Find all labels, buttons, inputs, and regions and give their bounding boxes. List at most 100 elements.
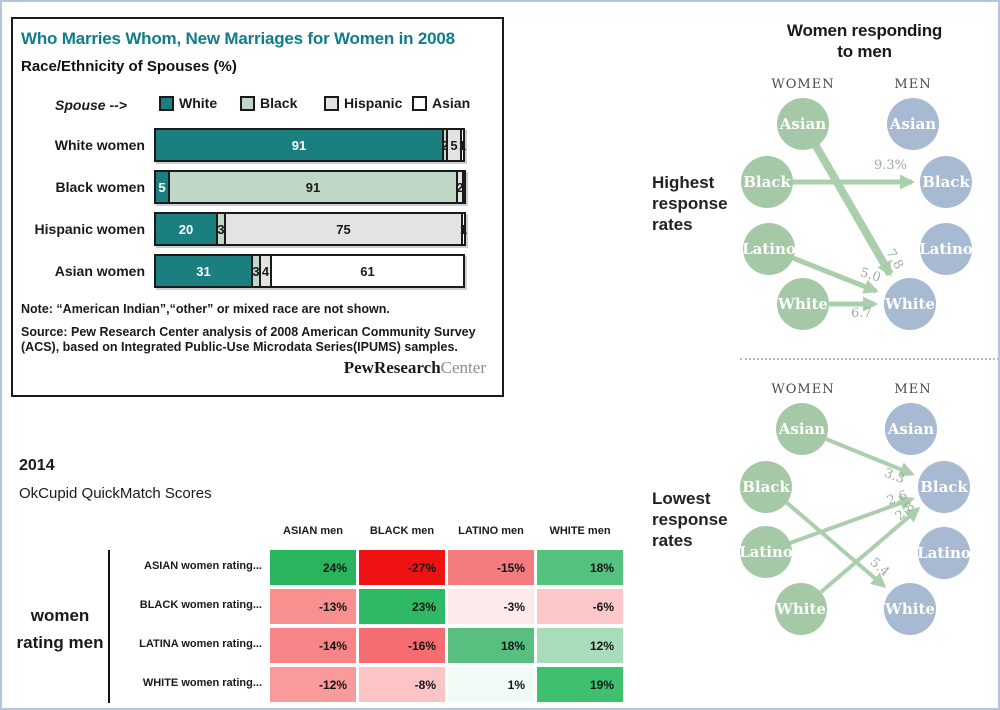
okcupid-title: OkCupid QuickMatch Scores: [19, 485, 212, 502]
edge-label-asian-black: 3.3: [881, 465, 907, 488]
network-main-title: Women responding to men: [786, 21, 943, 61]
highest-response-label: Highest response rates: [652, 173, 728, 234]
node-women-asian: Asian: [776, 403, 828, 455]
pew-chart-subtitle: Race/Ethnicity of Spouses (%): [21, 58, 237, 75]
bar-segment: 91: [154, 128, 444, 162]
bar-category-label: Asian women: [54, 263, 145, 279]
pew-research-center-logo: PewResearchCenter: [344, 358, 486, 378]
row-label-asian-women: ASIAN women rating...: [144, 560, 262, 572]
heatmap-cell: -8%: [359, 667, 445, 702]
heatmap-cell: -16%: [359, 628, 445, 663]
legend-swatch-black: [240, 95, 255, 111]
col-header-latino-men: LATINO men: [458, 525, 524, 537]
heatmap-cell: 23%: [359, 589, 445, 624]
bar-category-label: Black women: [55, 179, 145, 195]
node-women-white: White: [775, 583, 827, 635]
logo-bold-part: PewResearch: [343, 358, 441, 377]
edge-label-black-black: 9.3%: [874, 158, 908, 173]
heatmap-cell: -6%: [537, 589, 623, 624]
row-label-white-women: WHITE women rating...: [142, 677, 262, 689]
bar-segment: 31: [154, 254, 253, 288]
legend-prefix: Spouse -->: [55, 97, 127, 113]
col-header-asian-men: ASIAN men: [283, 525, 343, 537]
node-men-asian: Asian: [887, 98, 939, 150]
pew-chart-panel: Who Marries Whom, New Marriages for Wome…: [11, 17, 504, 397]
column-header-men: MEN: [894, 77, 932, 92]
pew-chart-title: Who Marries Whom, New Marriages for Wome…: [21, 29, 455, 48]
col-header-white-men: WHITE men: [549, 525, 611, 537]
legend-swatch-asian: [412, 95, 427, 111]
node-women-latino: Latino: [739, 526, 793, 578]
heatmap-cell: -14%: [270, 628, 356, 663]
pew-source-line2: (ACS), based on Integrated Public-Use Mi…: [21, 340, 458, 354]
lowest-response-label: Lowest response rates: [652, 489, 728, 550]
heatmap-cell: 24%: [270, 550, 356, 585]
heatmap-cell: 12%: [537, 628, 623, 663]
legend-label-black: Black: [260, 95, 298, 111]
legend-item-black: Black: [240, 95, 297, 111]
heatmap-cell: 1%: [448, 667, 534, 702]
stacked-bar-hispanic-women: 20 3 75 1: [154, 212, 467, 246]
col-header-black-men: BLACK men: [369, 525, 435, 537]
heatmap-cell: 18%: [448, 628, 534, 663]
pew-source-line1: Source: Pew Research Center analysis of …: [21, 325, 476, 339]
legend-label-hispanic: Hispanic: [344, 95, 403, 111]
bar-segment: [462, 170, 466, 204]
edge-label-black-white: 5.4: [866, 555, 893, 580]
node-women-latino: Latino: [742, 223, 796, 275]
bar-category-label: White women: [54, 137, 145, 153]
bar-segment: 1: [460, 212, 467, 246]
pew-note: Note: “American Indian”,“other” or mixed…: [21, 302, 390, 316]
row-label-black-women: BLACK women rating...: [139, 599, 262, 611]
node-men-latino: Latino: [919, 223, 973, 275]
column-header-women: WOMEN: [771, 77, 835, 92]
edge-label-latino-white: 5.0: [858, 265, 883, 286]
legend-swatch-white: [159, 95, 174, 111]
legend-item-hispanic: Hispanic: [324, 95, 402, 111]
heatmap-cell: -27%: [359, 550, 445, 585]
bar-segment: 1: [459, 128, 466, 162]
legend-label-asian: Asian: [432, 95, 471, 111]
logo-light-part: Center: [440, 358, 486, 377]
bar-segment: 20: [154, 212, 218, 246]
edge-label-white-white: 6.7: [851, 306, 872, 321]
okcupid-heatmap: 24% -27% -15% 18% -13% 23% -3% -6% -14% …: [270, 550, 623, 702]
column-header-men: MEN: [894, 382, 932, 397]
heatmap-cell: 19%: [537, 667, 623, 702]
node-women-white: White: [777, 278, 829, 330]
node-men-black: Black: [918, 461, 970, 513]
diagram-separator: [740, 358, 998, 360]
node-men-white: White: [884, 583, 936, 635]
heatmap-cell: 18%: [537, 550, 623, 585]
heatmap-cell: -13%: [270, 589, 356, 624]
legend-swatch-hispanic: [324, 95, 339, 111]
legend-item-asian: Asian: [412, 95, 470, 111]
node-women-asian: Asian: [777, 98, 829, 150]
okcupid-axis-label: women rating men: [16, 606, 104, 652]
node-men-asian: Asian: [885, 403, 937, 455]
column-header-women: WOMEN: [771, 382, 835, 397]
bar-segment: 75: [224, 212, 463, 246]
bar-category-label: Hispanic women: [34, 221, 145, 237]
pew-legend: Spouse --> White Black Hispanic Asian: [13, 95, 502, 115]
heatmap-cell: -3%: [448, 589, 534, 624]
stacked-bar-white-women: 91 2 5 1: [154, 128, 466, 162]
legend-item-white: White: [159, 95, 217, 111]
bar-segment: 91: [168, 170, 458, 204]
node-men-black: Black: [920, 156, 972, 208]
legend-label-white: White: [179, 95, 218, 111]
edge-label-asian-white: 7.8: [882, 246, 907, 273]
node-women-black: Black: [740, 461, 792, 513]
okcupid-axis-line: [108, 550, 110, 703]
node-men-white: White: [884, 278, 936, 330]
heatmap-cell: -15%: [448, 550, 534, 585]
stacked-bar-black-women: 5 91 2: [154, 170, 466, 204]
row-label-latina-women: LATINA women rating...: [139, 638, 262, 650]
bar-segment: 61: [270, 254, 465, 288]
node-women-black: Black: [741, 156, 793, 208]
node-men-latino: Latino: [917, 527, 971, 579]
okcupid-year: 2014: [19, 457, 55, 474]
heatmap-cell: -12%: [270, 667, 356, 702]
stacked-bar-asian-women: 31 3 4 61: [154, 254, 465, 288]
